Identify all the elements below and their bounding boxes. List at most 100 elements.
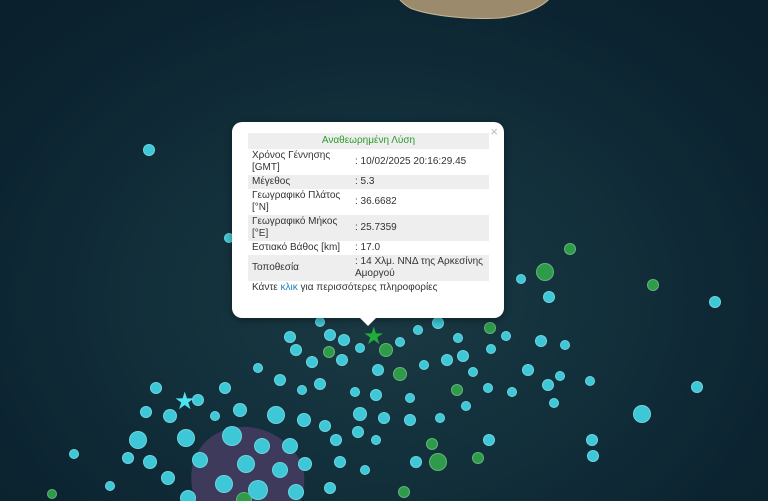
earthquake-marker[interactable] (233, 403, 247, 417)
earthquake-marker[interactable] (284, 331, 296, 343)
earthquake-marker[interactable] (395, 337, 405, 347)
earthquake-marker[interactable] (315, 317, 325, 327)
earthquake-marker[interactable] (180, 490, 196, 501)
earthquake-marker[interactable] (143, 455, 157, 469)
earthquake-marker[interactable] (324, 329, 336, 341)
earthquake-marker[interactable] (330, 434, 342, 446)
earthquake-marker[interactable] (297, 385, 307, 395)
earthquake-marker[interactable] (535, 335, 547, 347)
earthquake-marker[interactable] (350, 387, 360, 397)
earthquake-marker[interactable] (222, 426, 242, 446)
earthquake-marker[interactable] (472, 452, 484, 464)
earthquake-marker[interactable] (404, 414, 416, 426)
earthquake-marker[interactable] (177, 429, 195, 447)
earthquake-marker[interactable] (122, 452, 134, 464)
earthquake-marker[interactable] (282, 438, 298, 454)
earthquake-marker[interactable] (451, 384, 463, 396)
earthquake-marker[interactable] (129, 431, 147, 449)
earthquake-marker[interactable] (237, 455, 255, 473)
earthquake-marker[interactable] (549, 398, 559, 408)
earthquake-marker[interactable] (215, 475, 233, 493)
earthquake-marker[interactable] (254, 438, 270, 454)
earthquake-marker[interactable] (248, 480, 268, 500)
earthquake-marker[interactable] (483, 434, 495, 446)
earthquake-marker[interactable] (192, 394, 204, 406)
earthquake-marker[interactable] (334, 456, 346, 468)
earthquake-marker[interactable] (324, 482, 336, 494)
earthquake-marker[interactable] (319, 420, 331, 432)
star-marker[interactable]: ★ (174, 388, 196, 415)
earthquake-marker[interactable] (370, 389, 382, 401)
earthquake-marker[interactable] (360, 465, 370, 475)
earthquake-marker[interactable] (210, 411, 220, 421)
earthquake-marker[interactable] (507, 387, 517, 397)
earthquake-marker[interactable] (413, 325, 423, 335)
earthquake-marker[interactable] (69, 449, 79, 459)
earthquake-marker[interactable] (647, 279, 659, 291)
earthquake-marker[interactable] (419, 360, 429, 370)
earthquake-marker[interactable] (371, 435, 381, 445)
earthquake-marker[interactable] (272, 462, 288, 478)
more-info-link[interactable]: κλικ (280, 282, 298, 293)
earthquake-marker[interactable] (306, 356, 318, 368)
earthquake-marker[interactable] (398, 486, 410, 498)
earthquake-marker[interactable] (501, 331, 511, 341)
earthquake-marker[interactable] (336, 354, 348, 366)
earthquake-marker[interactable] (461, 401, 471, 411)
earthquake-marker[interactable] (290, 344, 302, 356)
earthquake-marker[interactable] (378, 412, 390, 424)
earthquake-marker[interactable] (516, 274, 526, 284)
earthquake-marker[interactable] (587, 450, 599, 462)
earthquake-marker[interactable] (453, 333, 463, 343)
earthquake-marker[interactable] (192, 452, 208, 468)
earthquake-marker[interactable] (426, 438, 438, 450)
earthquake-marker[interactable] (441, 354, 453, 366)
earthquake-marker[interactable] (393, 367, 407, 381)
earthquake-marker[interactable] (542, 379, 554, 391)
earthquake-marker[interactable] (564, 243, 576, 255)
earthquake-marker[interactable] (483, 383, 493, 393)
earthquake-marker[interactable] (47, 489, 57, 499)
earthquake-marker[interactable] (709, 296, 721, 308)
earthquake-marker[interactable] (297, 413, 311, 427)
earthquake-marker[interactable] (405, 393, 415, 403)
earthquake-marker[interactable] (429, 453, 447, 471)
earthquake-marker[interactable] (585, 376, 595, 386)
earthquake-marker[interactable] (468, 367, 478, 377)
earthquake-marker[interactable] (323, 346, 335, 358)
earthquake-marker[interactable] (150, 382, 162, 394)
close-button[interactable]: × (490, 124, 498, 139)
earthquake-marker[interactable] (219, 382, 231, 394)
earthquake-marker[interactable] (161, 471, 175, 485)
earthquake-marker[interactable] (410, 456, 422, 468)
earthquake-marker[interactable] (105, 481, 115, 491)
earthquake-marker[interactable] (560, 340, 570, 350)
earthquake-marker[interactable] (314, 378, 326, 390)
earthquake-marker[interactable] (536, 263, 554, 281)
earthquake-marker[interactable] (253, 363, 263, 373)
earthquake-marker[interactable] (298, 457, 312, 471)
earthquake-marker[interactable] (432, 317, 444, 329)
earthquake-marker[interactable] (484, 322, 496, 334)
earthquake-marker[interactable] (543, 291, 555, 303)
earthquake-marker[interactable] (355, 343, 365, 353)
earthquake-marker[interactable] (435, 413, 445, 423)
earthquake-marker[interactable] (586, 434, 598, 446)
latest-event-star-marker[interactable]: ★ (363, 323, 385, 350)
earthquake-marker[interactable] (274, 374, 286, 386)
earthquake-marker[interactable] (338, 334, 350, 346)
earthquake-marker[interactable] (353, 407, 367, 421)
earthquake-marker[interactable] (236, 492, 252, 501)
earthquake-marker[interactable] (486, 344, 496, 354)
earthquake-marker[interactable] (163, 409, 177, 423)
earthquake-marker[interactable] (522, 364, 534, 376)
earthquake-marker[interactable] (457, 350, 469, 362)
earthquake-marker[interactable] (143, 144, 155, 156)
earthquake-marker[interactable] (288, 484, 304, 500)
earthquake-marker[interactable] (372, 364, 384, 376)
earthquake-marker[interactable] (267, 406, 285, 424)
earthquake-marker[interactable] (140, 406, 152, 418)
earthquake-marker[interactable] (633, 405, 651, 423)
earthquake-marker[interactable] (691, 381, 703, 393)
